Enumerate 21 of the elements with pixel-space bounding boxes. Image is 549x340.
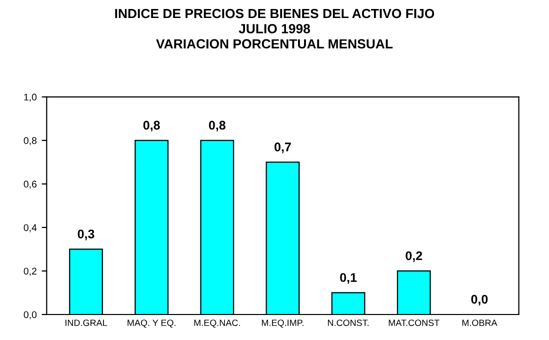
data-label: 0,3 <box>78 230 94 240</box>
x-tick-label: M.EQ.IMP. <box>262 320 304 328</box>
data-label: 0,1 <box>340 273 357 284</box>
x-tick-label: N.CONST. <box>328 320 369 326</box>
x-tick-label: M.OBRA <box>462 320 498 326</box>
data-label: 0,8 <box>208 120 226 132</box>
y-tick-label: 0,6 <box>24 180 37 189</box>
y-tick-label: 1,0 <box>24 94 37 102</box>
x-tick-label: IND.GRAL <box>66 320 108 326</box>
chart-title: INDICE DE PRECIOS DE BIENES DEL ACTIVO FIJO JULIO 1998 VARIACION PORCENTUAL MENSUAL <box>115 8 434 49</box>
y-tick-label: 0,8 <box>24 137 37 146</box>
data-label: 0,7 <box>274 142 291 154</box>
y-tick-label: 0,2 <box>24 268 36 276</box>
x-tick-label: MAQ. Y EQ. <box>128 320 176 328</box>
data-label: 0,2 <box>406 251 422 262</box>
y-tick-label: 0,0 <box>24 311 37 320</box>
x-tick-label: MAT.CONST <box>388 320 440 326</box>
x-tick-label: M.EQ.NAC. <box>194 320 240 328</box>
y-tick-label: 0,4 <box>24 224 37 232</box>
data-label: 0,8 <box>143 120 160 132</box>
data-label: 0,0 <box>471 294 488 306</box>
